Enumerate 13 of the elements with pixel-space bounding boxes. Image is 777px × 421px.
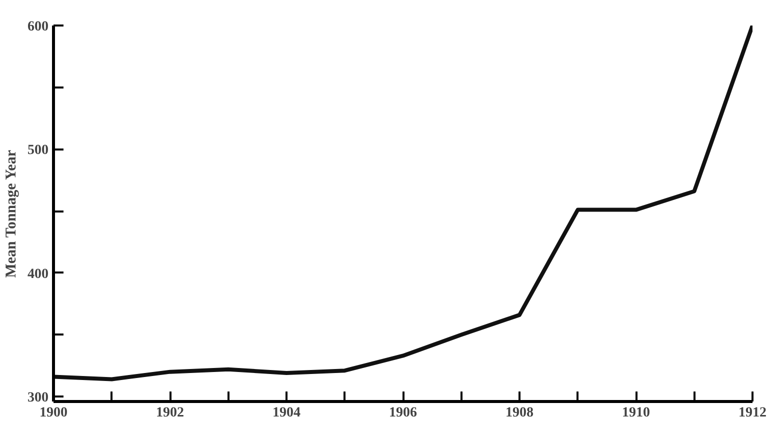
line-series <box>54 26 752 382</box>
y-tick-label: 600 <box>28 20 48 34</box>
y-tick-label: 400 <box>28 266 48 282</box>
x-tick-label: 1904 <box>272 406 300 420</box>
x-tick-label: 1908 <box>506 406 534 420</box>
y-axis-title: Mean Tonnage Year <box>4 150 20 278</box>
x-tick-label: 1912 <box>738 406 766 420</box>
x-tick-label: 1902 <box>156 406 184 420</box>
y-tick-label: 500 <box>28 143 48 158</box>
x-tick-label: 1910 <box>622 406 650 420</box>
x-tick-label: 1900 <box>40 406 68 420</box>
y-tick-label: 300 <box>28 390 48 406</box>
x-tick-label: 1906 <box>389 406 417 420</box>
